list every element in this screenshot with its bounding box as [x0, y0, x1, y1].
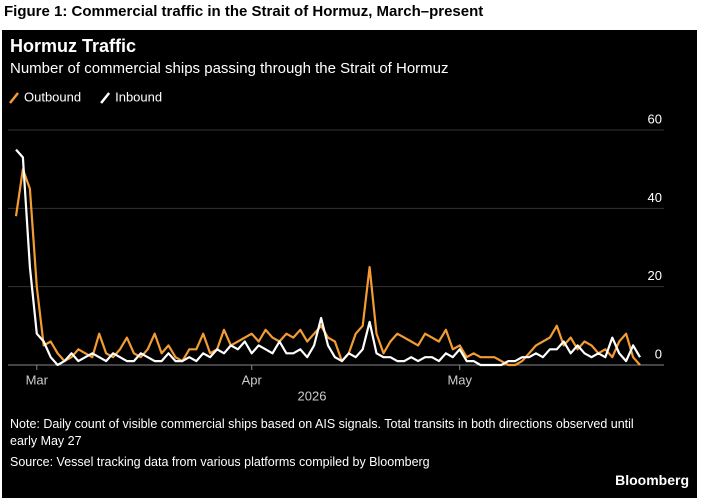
- panel: [2, 30, 697, 498]
- y-tick-label: 0: [655, 346, 662, 361]
- figure-caption: Figure 1: Commercial traffic in the Stra…: [4, 3, 484, 20]
- series-line: [15, 148, 641, 367]
- y-tick-label: 40: [648, 190, 662, 205]
- note: Note: Daily count of visible commercial …: [10, 417, 634, 448]
- y-tick-label: 60: [648, 111, 662, 126]
- legend-label: Inbound: [115, 89, 162, 104]
- legend-swatch: [9, 92, 19, 104]
- x-tick-label: Apr: [242, 372, 263, 387]
- series-line: [14, 168, 641, 367]
- chart-subtitle: Number of commercial ships passing throu…: [10, 60, 449, 77]
- source: Source: Vessel tracking data from variou…: [10, 455, 430, 469]
- legend-label: Outbound: [24, 89, 81, 104]
- brand: Bloomberg: [615, 472, 689, 488]
- legend-swatch: [100, 92, 111, 104]
- chart-title: Hormuz Traffic: [10, 36, 136, 56]
- y-tick-label: 20: [648, 268, 662, 283]
- x-axis-label: 2026: [298, 388, 327, 403]
- x-tick-label: Mar: [26, 372, 49, 387]
- x-tick-label: May: [447, 372, 472, 387]
